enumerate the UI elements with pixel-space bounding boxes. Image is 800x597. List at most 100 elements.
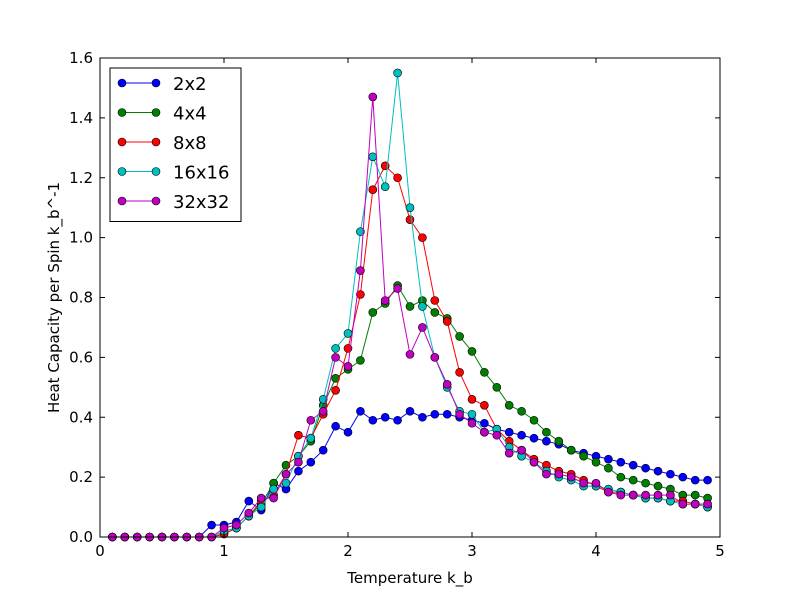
data-point: [666, 490, 675, 500]
data-point: [480, 368, 489, 377]
legend-item: 32x32: [117, 192, 229, 213]
legend-marker: [117, 196, 127, 206]
data-point: [343, 329, 353, 338]
y-axis-label: Heat Capacity per Spin k_b^-1: [45, 182, 64, 413]
data-point: [604, 454, 613, 464]
x-tick-label: 1: [219, 542, 229, 560]
data-point: [480, 400, 489, 410]
data-point: [331, 353, 340, 362]
data-point: [442, 317, 452, 326]
legend-marker: [117, 78, 127, 88]
data-point: [604, 463, 613, 473]
data-point: [579, 451, 588, 461]
data-point: [244, 496, 254, 506]
data-point: [343, 427, 353, 437]
data-point: [256, 502, 266, 512]
data-point: [529, 457, 539, 467]
data-point: [455, 409, 464, 419]
data-point: [653, 466, 663, 476]
data-point: [690, 490, 700, 500]
data-point: [380, 296, 390, 305]
legend-item: 8x8: [117, 133, 207, 154]
data-point: [281, 478, 291, 488]
data-point: [467, 409, 477, 419]
data-point: [542, 469, 551, 479]
data-point: [467, 347, 477, 356]
legend-marker: [151, 108, 161, 117]
data-point: [504, 400, 514, 410]
data-point: [256, 493, 266, 503]
data-point: [641, 478, 650, 488]
y-tick-label: 0.8: [69, 289, 93, 307]
data-point: [418, 302, 427, 311]
data-point: [331, 386, 340, 395]
data-point: [430, 308, 440, 317]
data-point: [393, 284, 402, 293]
data-point: [232, 520, 241, 530]
x-tick-label: 4: [591, 542, 601, 560]
y-tick-label: 1.0: [69, 229, 93, 247]
x-tick-label: 0: [95, 542, 105, 560]
data-point: [554, 436, 564, 446]
data-point: [616, 457, 626, 467]
legend-label: 2x2: [173, 74, 207, 95]
data-point: [306, 433, 316, 443]
data-point: [306, 457, 316, 467]
data-point: [244, 508, 254, 518]
data-point: [207, 520, 216, 530]
data-point: [393, 173, 402, 183]
data-point: [604, 487, 613, 497]
data-point: [368, 92, 378, 102]
legend-item: 4x4: [117, 104, 207, 125]
legend-marker: [151, 167, 161, 176]
data-point: [430, 353, 440, 362]
data-point: [641, 490, 650, 500]
data-point: [678, 499, 688, 509]
axis-ticks: 0 1 2 3 4 5 0.0 0.2 0.4 0.6 0.8 1.0 1.2 1.4 1.6: [69, 49, 725, 560]
data-point: [269, 493, 278, 503]
legend-marker: [151, 78, 161, 88]
data-point: [331, 421, 340, 431]
data-point: [504, 448, 514, 458]
data-point: [529, 433, 539, 443]
data-point: [542, 427, 551, 437]
data-point: [405, 350, 415, 359]
legend-marker: [117, 167, 127, 176]
legend-box: [109, 67, 242, 222]
y-tick-label: 0.6: [69, 348, 93, 366]
legend-label: 32x32: [173, 192, 229, 213]
data-point: [517, 445, 526, 455]
data-point: [294, 457, 303, 467]
data-point: [393, 415, 402, 425]
data-point: [356, 290, 365, 299]
legend-label: 4x4: [173, 104, 207, 125]
data-point: [554, 469, 564, 479]
y-tick-label: 0.4: [69, 408, 93, 426]
data-point: [628, 475, 638, 485]
data-point: [430, 296, 440, 305]
y-tick-label: 0.2: [69, 468, 93, 486]
data-point: [418, 233, 427, 242]
data-point: [442, 380, 452, 389]
data-point: [356, 227, 365, 236]
data-point: [343, 362, 353, 371]
data-point: [517, 406, 526, 416]
data-point: [405, 203, 415, 212]
data-point: [368, 185, 378, 195]
data-point: [356, 406, 365, 416]
data-point: [628, 490, 638, 500]
x-tick-label: 5: [715, 542, 725, 560]
data-point: [504, 427, 514, 437]
data-point: [641, 463, 650, 473]
x-tick-label: 2: [343, 542, 353, 560]
data-point: [393, 68, 402, 78]
data-point: [492, 383, 502, 392]
data-point: [666, 469, 675, 479]
data-point: [294, 466, 303, 476]
data-point: [591, 478, 601, 488]
data-point: [480, 418, 489, 428]
data-point: [418, 323, 427, 332]
data-point: [455, 368, 464, 377]
data-point: [566, 472, 576, 482]
legend-label: 16x16: [173, 163, 229, 184]
